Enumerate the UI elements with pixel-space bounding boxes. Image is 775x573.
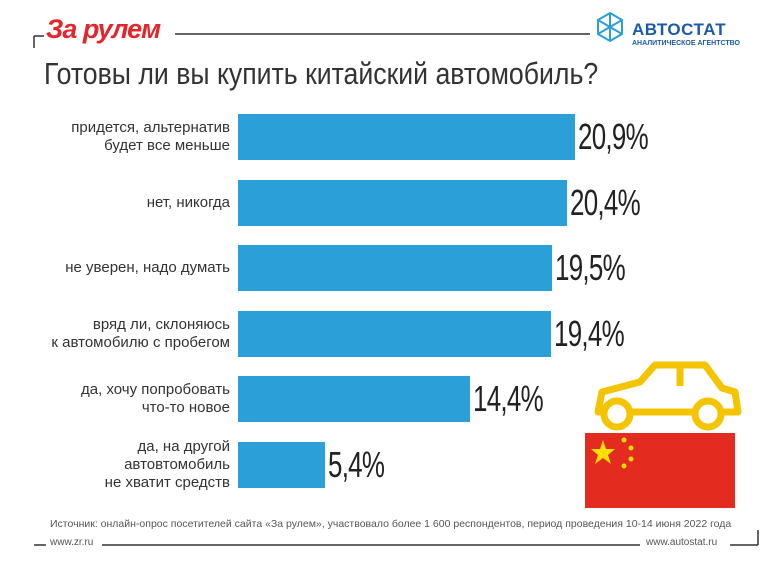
url: www.zr.ru	[50, 537, 94, 548]
bar	[238, 114, 575, 160]
value-label: 20,4%	[569, 181, 641, 223]
bar	[238, 245, 553, 291]
agency-subtitle: АНАЛИТИЧЕСКОЕ АГЕНТСТВО	[632, 40, 740, 47]
category-label: нет, никогда	[146, 193, 230, 211]
flag-icon	[585, 433, 735, 508]
value-label: 5,4%	[328, 443, 385, 485]
value-label: 19,5%	[555, 247, 626, 288]
category-label: вряд ли, склоняюсь к автомобилю с пробег…	[51, 315, 230, 351]
url: www.autostat.ru	[646, 537, 718, 548]
agency-logo: АВТОСТАТ	[632, 20, 727, 39]
bar	[238, 179, 567, 226]
bar	[238, 310, 551, 357]
value-label: 19,4%	[553, 312, 625, 354]
value-label: 14,4%	[473, 378, 544, 419]
bar	[238, 376, 471, 422]
bar	[238, 441, 326, 488]
chart-title: Готовы ли вы купить китайский автомобиль…	[44, 56, 599, 91]
category-label: придется, альтернатив будет все меньше	[71, 119, 230, 154]
brand-logo: За рулем	[46, 14, 161, 44]
category-label: не уверен, надо думать	[65, 259, 230, 276]
car-icon	[594, 361, 742, 431]
source-note: Источник: онлайн-опрос посетителей сайта…	[50, 518, 732, 530]
category-label: да, хочу попробовать что-то новое	[81, 381, 230, 416]
value-label: 20,9%	[577, 116, 649, 157]
category-label: да, на другой автовтомобиль не хватит ср…	[104, 437, 230, 491]
